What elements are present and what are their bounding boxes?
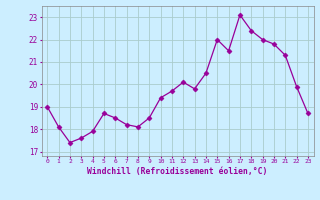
X-axis label: Windchill (Refroidissement éolien,°C): Windchill (Refroidissement éolien,°C) xyxy=(87,167,268,176)
